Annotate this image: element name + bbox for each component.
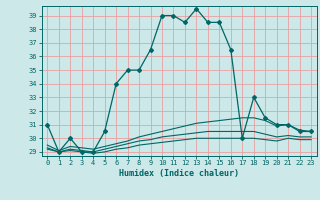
X-axis label: Humidex (Indice chaleur): Humidex (Indice chaleur) <box>119 169 239 178</box>
